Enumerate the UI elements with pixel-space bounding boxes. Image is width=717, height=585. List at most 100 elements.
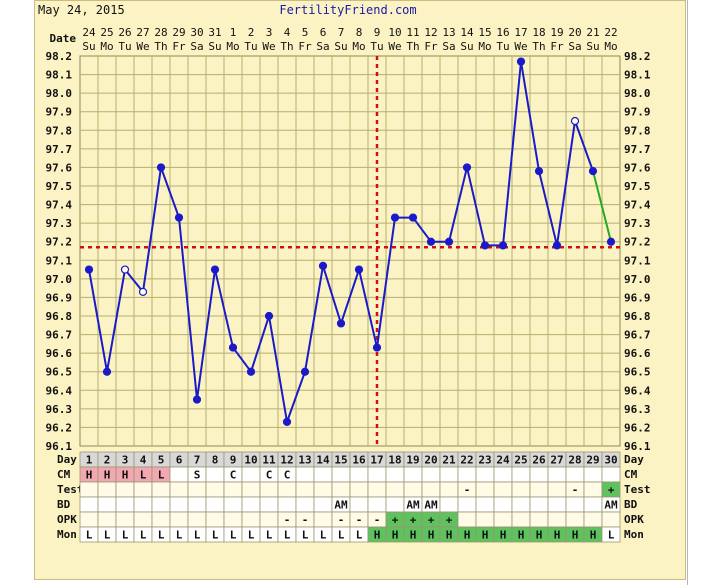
y-tick-label-left: 97.8: [46, 124, 73, 137]
y-tick-label-left: 98.0: [46, 87, 73, 100]
y-tick-label-right: 96.5: [624, 366, 651, 379]
row-cell: [475, 481, 495, 498]
row-cell-value: L: [140, 529, 147, 542]
y-tick-label-right: 97.8: [624, 124, 651, 137]
row-cell-value: H: [482, 529, 489, 542]
temp-point: [408, 213, 418, 222]
window-edge: [687, 0, 717, 585]
row-cell: [295, 466, 315, 483]
date-tick-label: 7: [338, 26, 345, 39]
weekday-tick-label: Sa: [190, 40, 203, 53]
date-tick-label: 19: [550, 26, 563, 39]
row-cell: [547, 481, 567, 498]
temp-point: [300, 367, 310, 376]
temp-segment: [448, 167, 468, 242]
y-tick-label-left: 97.1: [46, 254, 73, 267]
temp-segment: [232, 346, 252, 373]
temp-segment: [268, 315, 288, 423]
row-cell: [367, 466, 387, 483]
y-tick-label-left: 96.6: [46, 347, 73, 360]
row-label-left: Day: [57, 453, 77, 466]
date-tick-label: 30: [190, 26, 203, 39]
row-cell-value: -: [356, 514, 363, 527]
row-cell: [133, 496, 153, 513]
y-tick-label-left: 97.6: [46, 161, 73, 174]
y-tick-label-left: 97.7: [46, 143, 73, 156]
row-cell-value: AM: [604, 499, 618, 512]
temp-segment: [556, 120, 576, 246]
row-cell-value: H: [122, 469, 129, 482]
row-cell: [151, 481, 171, 498]
row-cell-value: 16: [352, 454, 366, 467]
row-cell: [241, 481, 261, 498]
row-cell-value: 15: [334, 454, 347, 467]
row-cell-value: +: [446, 514, 453, 527]
weekday-tick-label: We: [514, 40, 527, 53]
date-tick-label: 3: [266, 26, 273, 39]
date-tick-label: 15: [478, 26, 491, 39]
y-tick-label-left: 96.4: [46, 384, 73, 397]
weekday-tick-label: Sa: [316, 40, 329, 53]
date-tick-label: 31: [208, 26, 221, 39]
row-cell-value: 18: [388, 454, 401, 467]
weekday-tick-label: Su: [82, 40, 95, 53]
row-cell: [241, 466, 261, 483]
row-cell-value: -: [374, 514, 381, 527]
row-cell: [601, 466, 621, 483]
row-cell: [79, 496, 99, 513]
y-tick-label-right: 97.7: [624, 143, 651, 156]
row-cell-value: +: [608, 484, 615, 497]
temp-point: [210, 265, 220, 274]
row-cell-value: 5: [158, 454, 165, 467]
weekday-tick-label: Mo: [100, 40, 113, 53]
row-cell-value: 20: [424, 454, 437, 467]
date-tick-label: 22: [604, 26, 617, 39]
row-cell-value: 1: [86, 454, 93, 467]
row-cell-value: 26: [532, 454, 546, 467]
row-cell: [169, 511, 189, 528]
row-label-left: OPK: [57, 513, 77, 526]
row-cell-value: 22: [460, 454, 473, 467]
temp-segment: [340, 269, 360, 324]
y-tick-label-left: 96.8: [46, 310, 73, 323]
row-cell: [457, 511, 477, 528]
row-cell-value: 29: [586, 454, 599, 467]
row-cell-value: 23: [478, 454, 491, 467]
row-cell: [331, 481, 351, 498]
weekday-tick-label: Su: [586, 40, 599, 53]
row-cell: [583, 496, 603, 513]
row-cell: [529, 496, 549, 513]
row-cell: [565, 496, 585, 513]
row-cell: [349, 496, 369, 513]
temp-segment: [322, 265, 342, 324]
row-cell: [97, 496, 117, 513]
row-cell: [529, 481, 549, 498]
row-cell-value: 4: [140, 454, 147, 467]
row-cell-value: +: [410, 514, 417, 527]
y-tick-label-left: 96.9: [46, 291, 73, 304]
temp-point: [444, 237, 454, 246]
date-tick-label: 26: [118, 26, 131, 39]
date-row-label: Date: [50, 32, 77, 45]
row-cell-value: C: [230, 469, 237, 482]
weekday-tick-label: Tu: [244, 40, 257, 53]
row-cell: [565, 511, 585, 528]
row-cell: [313, 496, 333, 513]
y-tick-label-right: 96.7: [624, 329, 651, 342]
row-cell-value: H: [392, 529, 399, 542]
row-cell: [133, 481, 153, 498]
row-cell: [385, 466, 405, 483]
row-cell: [259, 511, 279, 528]
row-cell: [169, 466, 189, 483]
row-cell-value: 8: [212, 454, 219, 467]
row-cell: [547, 511, 567, 528]
temp-point: [192, 395, 202, 404]
y-tick-label-left: 97.4: [46, 199, 73, 212]
row-cell: [133, 511, 153, 528]
temp-segment: [214, 269, 234, 348]
row-cell: [493, 511, 513, 528]
row-cell: [439, 481, 459, 498]
row-cell: [565, 466, 585, 483]
row-cell: [259, 481, 279, 498]
